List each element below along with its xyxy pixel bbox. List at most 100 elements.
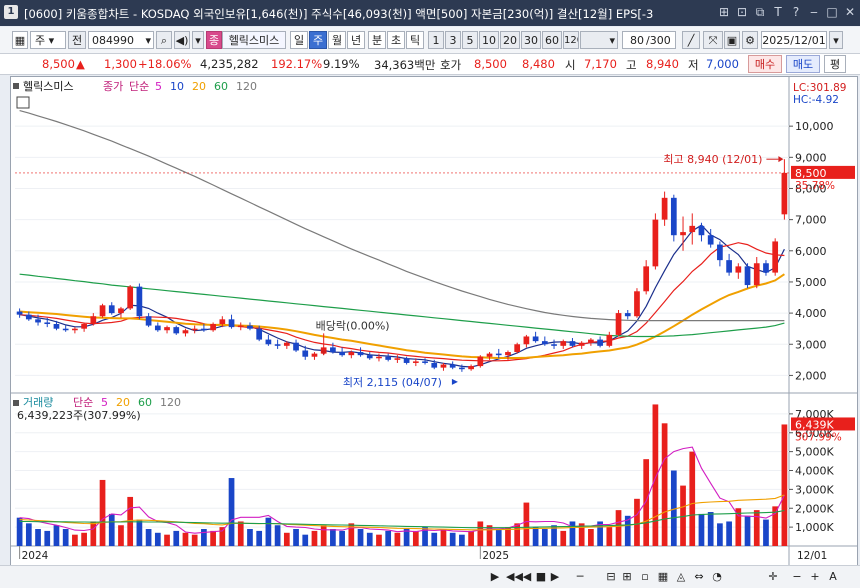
price-tick-label: 2,000 — [795, 369, 827, 382]
volume-bar — [173, 530, 180, 546]
clock-icon[interactable]: ◔ — [712, 570, 722, 583]
interval-1[interactable]: 1 — [428, 31, 444, 49]
interval-5[interactable]: 5 — [462, 31, 478, 49]
save-icon[interactable]: ▣ — [724, 31, 740, 49]
price-tick-label: 6,000 — [795, 245, 827, 258]
maximize-icon[interactable]: □ — [826, 5, 838, 19]
volume-bar — [726, 521, 732, 546]
volume-bar — [53, 525, 60, 546]
search-icon[interactable]: ⌕ — [156, 31, 172, 49]
copy-window-icon[interactable]: ⧉ — [755, 5, 765, 19]
expand-icon[interactable]: ⊞ — [622, 570, 632, 583]
stock-code-input[interactable]: 084990 ▾ — [88, 31, 154, 49]
volume-bar — [81, 532, 87, 546]
dividend-annotation: 배당락(0.00%) — [316, 319, 390, 332]
volume-bar — [477, 521, 484, 546]
chart-tools-icon[interactable]: ⤧ — [703, 31, 723, 49]
prev-button[interactable]: 전 — [68, 31, 86, 49]
interval-30[interactable]: 30 — [521, 31, 541, 49]
interval-60[interactable]: 60 — [542, 31, 562, 49]
candle-body — [403, 358, 410, 363]
font-size-icon[interactable]: A — [829, 570, 837, 583]
period-tab-minute[interactable]: 분 — [368, 31, 386, 49]
collapse-icon[interactable]: ⊟ — [606, 570, 616, 583]
buy-button[interactable]: 매수 — [748, 55, 782, 73]
grid-icon[interactable]: ▦ — [657, 570, 669, 583]
period-tab-week[interactable]: 주 — [309, 31, 327, 49]
play-icon[interactable]: ▶ — [550, 570, 560, 583]
tile-icon[interactable]: ⊞ — [718, 5, 730, 19]
period-select[interactable]: 주 ▾ — [30, 31, 66, 49]
sound-icon[interactable]: ◀) — [174, 31, 190, 49]
compare-icon[interactable]: ⇔ — [694, 570, 704, 583]
chart-area[interactable]: 2,000 3,000 4,000 5,000 6,000 7,000 8,000 9,000… — [10, 76, 858, 566]
gear-icon[interactable]: ⚙ — [742, 31, 758, 49]
sound-dropdown-icon[interactable]: ▾ — [192, 31, 204, 49]
ma-line-10 — [19, 242, 785, 362]
candle-body — [228, 319, 235, 328]
interval-120[interactable]: 120 — [563, 31, 579, 49]
candle-body — [431, 362, 438, 368]
stock-badge: 종 — [206, 31, 222, 49]
zoom-in-icon[interactable]: + — [810, 570, 820, 583]
volume-bar — [210, 530, 216, 546]
volume-tick-label: 3,000K — [795, 483, 834, 496]
text-icon[interactable]: T — [774, 5, 782, 19]
crosshair-icon[interactable]: ✛ — [768, 570, 778, 583]
candle-body — [283, 342, 290, 346]
help-icon[interactable]: ? — [792, 5, 800, 19]
candle-body — [330, 347, 336, 353]
ma-line-60 — [19, 273, 785, 338]
zoom-slider[interactable]: ─ — [576, 570, 584, 583]
volume-bar — [201, 529, 207, 546]
price-legend-period-60: 60 — [214, 80, 228, 93]
candle-body — [588, 339, 594, 343]
volume-bar — [532, 527, 539, 546]
trade-value: 34,363백만 — [374, 58, 436, 72]
candle-body — [385, 356, 392, 360]
candle-body — [366, 355, 373, 359]
eval-button[interactable]: 평 — [824, 55, 846, 73]
interval-20[interactable]: 20 — [500, 31, 520, 49]
period-tab-year[interactable]: 년 — [347, 31, 365, 49]
period-tab-second[interactable]: 초 — [387, 31, 405, 49]
candle-body — [274, 344, 281, 346]
volume-bar — [431, 532, 438, 546]
interval-10[interactable]: 10 — [479, 31, 499, 49]
calendar-icon[interactable]: ▾ — [829, 31, 843, 49]
volume-bar — [412, 530, 419, 546]
x-axis-label: 2025 — [482, 550, 509, 562]
count-input[interactable]: 80 — [622, 31, 646, 49]
high-price: 8,940 — [646, 57, 679, 71]
candle-body — [606, 334, 613, 346]
candle-body — [376, 356, 382, 359]
close-icon[interactable]: ✕ — [844, 5, 856, 19]
volume-bar — [72, 534, 78, 546]
sell-button[interactable]: 매도 — [786, 55, 820, 73]
zoom-out-icon[interactable]: − — [792, 570, 802, 583]
minimize-icon[interactable]: ‒ — [810, 5, 818, 19]
chart-line-icon[interactable]: ╱ — [682, 31, 700, 49]
open-label: 시 — [565, 58, 576, 72]
candle-body — [394, 358, 401, 360]
scroll-end-icon[interactable]: ▶ — [490, 570, 500, 583]
stop-icon[interactable]: ■ — [535, 570, 547, 583]
date-input[interactable]: 2025/12/01 — [761, 31, 827, 49]
interval-dropdown[interactable]: ▾ — [580, 31, 618, 49]
chart-svg[interactable]: 2,000 3,000 4,000 5,000 6,000 7,000 8,000 9,000… — [11, 77, 857, 565]
candle-body — [219, 319, 226, 325]
shape-icon[interactable]: ◬ — [676, 570, 686, 583]
stock-name: 헬릭스미스 — [222, 31, 286, 49]
window-icon[interactable]: ▫ — [641, 570, 649, 583]
interval-3[interactable]: 3 — [445, 31, 461, 49]
step-back-icon[interactable]: ◀ — [522, 570, 532, 583]
period-tab-day[interactable]: 일 — [290, 31, 308, 49]
candle-body — [772, 241, 779, 273]
volume-bar — [698, 513, 705, 546]
period-tab-tick[interactable]: 틱 — [406, 31, 424, 49]
volume-bar — [265, 517, 272, 546]
rewind-icon[interactable]: ◀◀ — [506, 570, 523, 583]
period-tab-month[interactable]: 월 — [328, 31, 346, 49]
layout-grid-icon[interactable]: ▦ — [12, 31, 28, 49]
restore-layout-icon[interactable]: ⊡ — [736, 5, 748, 19]
